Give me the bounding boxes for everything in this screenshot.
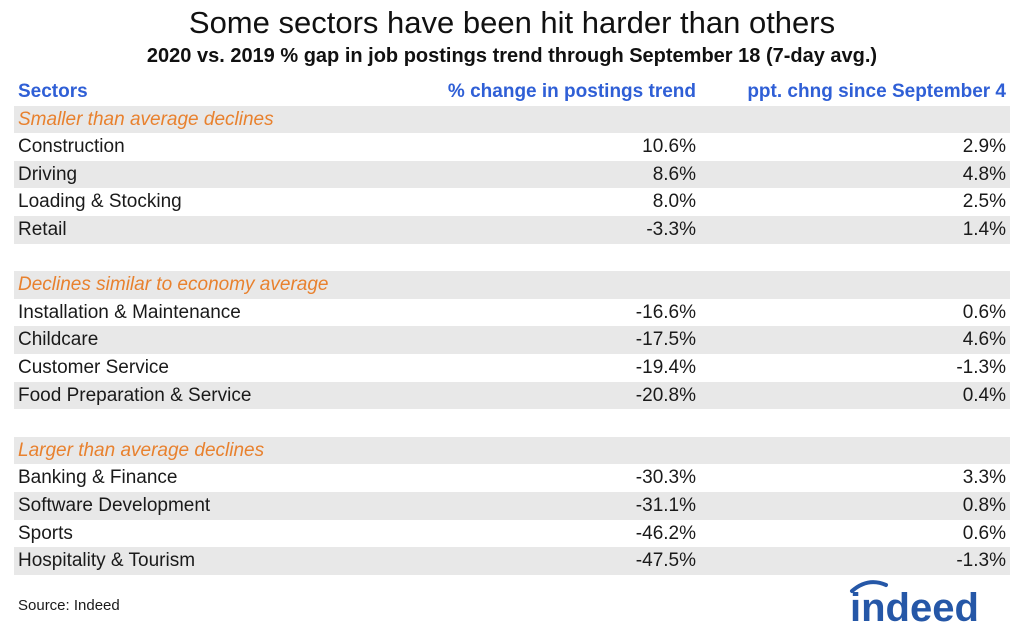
pct-change-cell: -30.3% [635, 467, 696, 489]
group-header-row: Larger than average declines [14, 436, 1010, 465]
ppt-change-cell: 0.4% [962, 384, 1006, 406]
sector-name-cell: Driving [18, 163, 78, 185]
pct-change-cell: -19.4% [635, 356, 696, 378]
pct-change-cell: 8.6% [652, 163, 696, 185]
sector-name-cell: Childcare [18, 329, 99, 351]
pct-change-cell: -3.3% [646, 218, 696, 240]
chart-title: Some sectors have been hit harder than o… [188, 5, 836, 40]
ppt-change-cell: 0.6% [962, 301, 1006, 323]
table-row: Construction 10.6% 2.9% [14, 133, 1010, 161]
group-header-row: Smaller than average declines [14, 105, 1010, 134]
group-label: Larger than average declines [18, 439, 265, 461]
table-row: Driving 8.6% 4.8% [14, 160, 1010, 189]
source-note: Source: Indeed [18, 597, 120, 614]
table-row: Retail -3.3% 1.4% [14, 215, 1010, 244]
pct-change-cell: 10.6% [642, 136, 696, 158]
pct-change-cell: -20.8% [635, 384, 696, 406]
sector-name-cell: Loading & Stocking [18, 191, 182, 213]
logo-wordmark: indeed [850, 586, 979, 629]
column-header-ppt-change: ppt. chng since September 4 [747, 81, 1006, 102]
pct-change-cell: -17.5% [635, 329, 696, 351]
sector-name-cell: Food Preparation & Service [18, 384, 252, 406]
table-row: Hospitality & Tourism -47.5% -1.3% [14, 547, 1010, 575]
sector-name-cell: Hospitality & Tourism [18, 550, 196, 572]
table-row: Installation & Maintenance -16.6% 0.6% [14, 299, 1010, 327]
table-row: Loading & Stocking 8.0% 2.5% [14, 188, 1010, 216]
sector-name-cell: Software Development [18, 494, 211, 516]
chart-subtitle: 2020 vs. 2019 % gap in job postings tren… [146, 45, 878, 67]
sector-name-cell: Retail [18, 218, 67, 240]
ppt-change-cell: 4.6% [962, 329, 1006, 351]
pct-change-cell: -46.2% [635, 522, 696, 544]
group-label: Declines similar to economy average [18, 274, 329, 296]
ppt-change-cell: 3.3% [962, 467, 1006, 489]
table-row: Food Preparation & Service -20.8% 0.4% [14, 381, 1010, 410]
ppt-change-cell: -1.3% [956, 356, 1006, 378]
ppt-change-cell: 2.9% [962, 136, 1006, 158]
table-row: Customer Service -19.4% -1.3% [14, 354, 1010, 382]
table-body: Smaller than average declines Constructio… [14, 105, 1010, 575]
sector-table: Sectors % change in postings trend ppt. … [14, 78, 1010, 575]
sector-name-cell: Customer Service [18, 356, 169, 378]
group-header-row: Declines similar to economy average [14, 271, 1010, 299]
pct-change-cell: -16.6% [635, 301, 696, 323]
table-row: Software Development -31.1% 0.8% [14, 491, 1010, 520]
ppt-change-cell: 1.4% [962, 218, 1006, 240]
pct-change-cell: -47.5% [635, 550, 696, 572]
sector-name-cell: Sports [18, 522, 73, 544]
table-row: Sports -46.2% 0.6% [14, 520, 1010, 548]
sector-name-cell: Installation & Maintenance [18, 301, 241, 323]
pct-change-cell: 8.0% [652, 191, 696, 213]
group-spacer [14, 244, 1010, 272]
sector-name-cell: Banking & Finance [18, 467, 178, 489]
sector-name-cell: Construction [18, 136, 125, 158]
group-spacer [14, 409, 1010, 437]
pct-change-cell: -31.1% [635, 494, 696, 516]
ppt-change-cell: 0.8% [962, 494, 1006, 516]
ppt-change-cell: 2.5% [962, 191, 1006, 213]
ppt-change-cell: 4.8% [962, 163, 1006, 185]
column-header-pct-change: % change in postings trend [447, 81, 696, 102]
table-row: Banking & Finance -30.3% 3.3% [14, 464, 1010, 492]
group-label: Smaller than average declines [18, 108, 274, 130]
table-header: Sectors % change in postings trend ppt. … [14, 78, 1010, 106]
column-header-sectors: Sectors [18, 81, 88, 102]
ppt-change-cell: 0.6% [962, 522, 1006, 544]
indeed-logo-icon: indeed [850, 580, 979, 629]
ppt-change-cell: -1.3% [956, 550, 1006, 572]
table-row: Childcare -17.5% 4.6% [14, 326, 1010, 354]
